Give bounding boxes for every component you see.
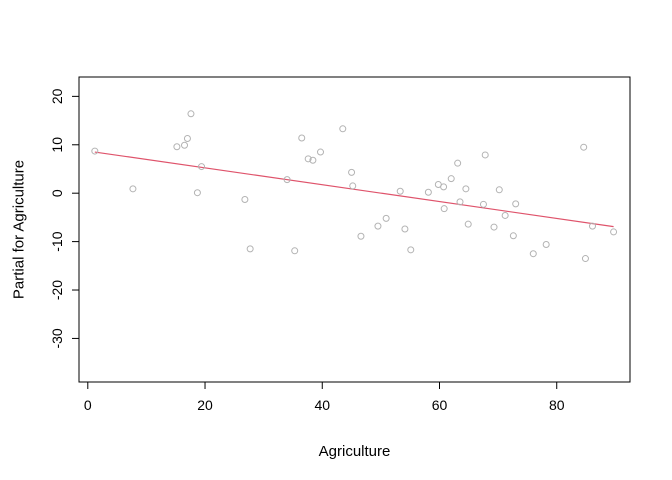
y-tick-label: 20 bbox=[49, 88, 65, 104]
data-point bbox=[349, 182, 357, 190]
fit-line-layer bbox=[94, 151, 614, 228]
data-point bbox=[298, 134, 306, 142]
data-point bbox=[440, 183, 448, 191]
data-point bbox=[241, 195, 249, 203]
data-point bbox=[348, 168, 356, 176]
y-tick-label: -30 bbox=[49, 328, 65, 348]
points-layer bbox=[91, 110, 618, 263]
plot-frame bbox=[78, 76, 631, 383]
data-point bbox=[401, 225, 409, 233]
data-point bbox=[454, 159, 462, 167]
x-tick-label: 20 bbox=[197, 397, 213, 413]
data-point bbox=[91, 147, 99, 155]
data-point bbox=[187, 110, 195, 118]
data-point bbox=[581, 255, 589, 263]
data-point bbox=[424, 188, 432, 196]
data-point bbox=[529, 250, 537, 258]
data-point bbox=[198, 163, 206, 171]
x-tick-label: 60 bbox=[432, 397, 448, 413]
x-axis-title: Agriculture bbox=[319, 443, 391, 460]
fit-line bbox=[94, 151, 614, 228]
data-point bbox=[509, 232, 517, 240]
data-point bbox=[462, 185, 470, 193]
data-point bbox=[501, 211, 509, 219]
data-point bbox=[440, 205, 448, 213]
data-point bbox=[481, 151, 489, 159]
data-point bbox=[610, 228, 618, 236]
data-point bbox=[339, 125, 347, 133]
y-tick-label: -20 bbox=[49, 280, 65, 300]
data-point bbox=[357, 232, 365, 240]
data-point bbox=[588, 222, 596, 230]
x-tick-label: 80 bbox=[549, 397, 565, 413]
data-point bbox=[309, 156, 317, 164]
data-point bbox=[456, 198, 464, 206]
data-point bbox=[193, 189, 201, 197]
data-point bbox=[479, 200, 487, 208]
data-point bbox=[382, 214, 390, 222]
data-point bbox=[183, 134, 191, 142]
data-point bbox=[495, 186, 503, 194]
data-point bbox=[580, 143, 588, 151]
y-tick-label: -10 bbox=[49, 231, 65, 251]
data-point bbox=[317, 148, 325, 156]
y-tick-label: 10 bbox=[49, 137, 65, 153]
y-axis-title: Partial for Agriculture bbox=[11, 160, 28, 299]
data-point bbox=[374, 222, 382, 230]
data-point bbox=[396, 187, 404, 195]
data-point bbox=[129, 185, 137, 193]
data-point bbox=[447, 175, 455, 183]
data-point bbox=[490, 223, 498, 231]
x-tick-label: 0 bbox=[84, 397, 92, 413]
data-point bbox=[512, 200, 520, 208]
x-tick-label: 40 bbox=[314, 397, 330, 413]
data-point bbox=[304, 155, 312, 163]
data-point bbox=[181, 141, 189, 149]
data-point bbox=[464, 220, 472, 228]
data-point bbox=[542, 241, 550, 249]
data-point bbox=[283, 176, 291, 184]
data-point bbox=[291, 247, 299, 255]
y-tick-label: 0 bbox=[49, 189, 65, 197]
data-point bbox=[246, 245, 254, 253]
data-point bbox=[173, 143, 181, 151]
data-point bbox=[407, 246, 415, 254]
